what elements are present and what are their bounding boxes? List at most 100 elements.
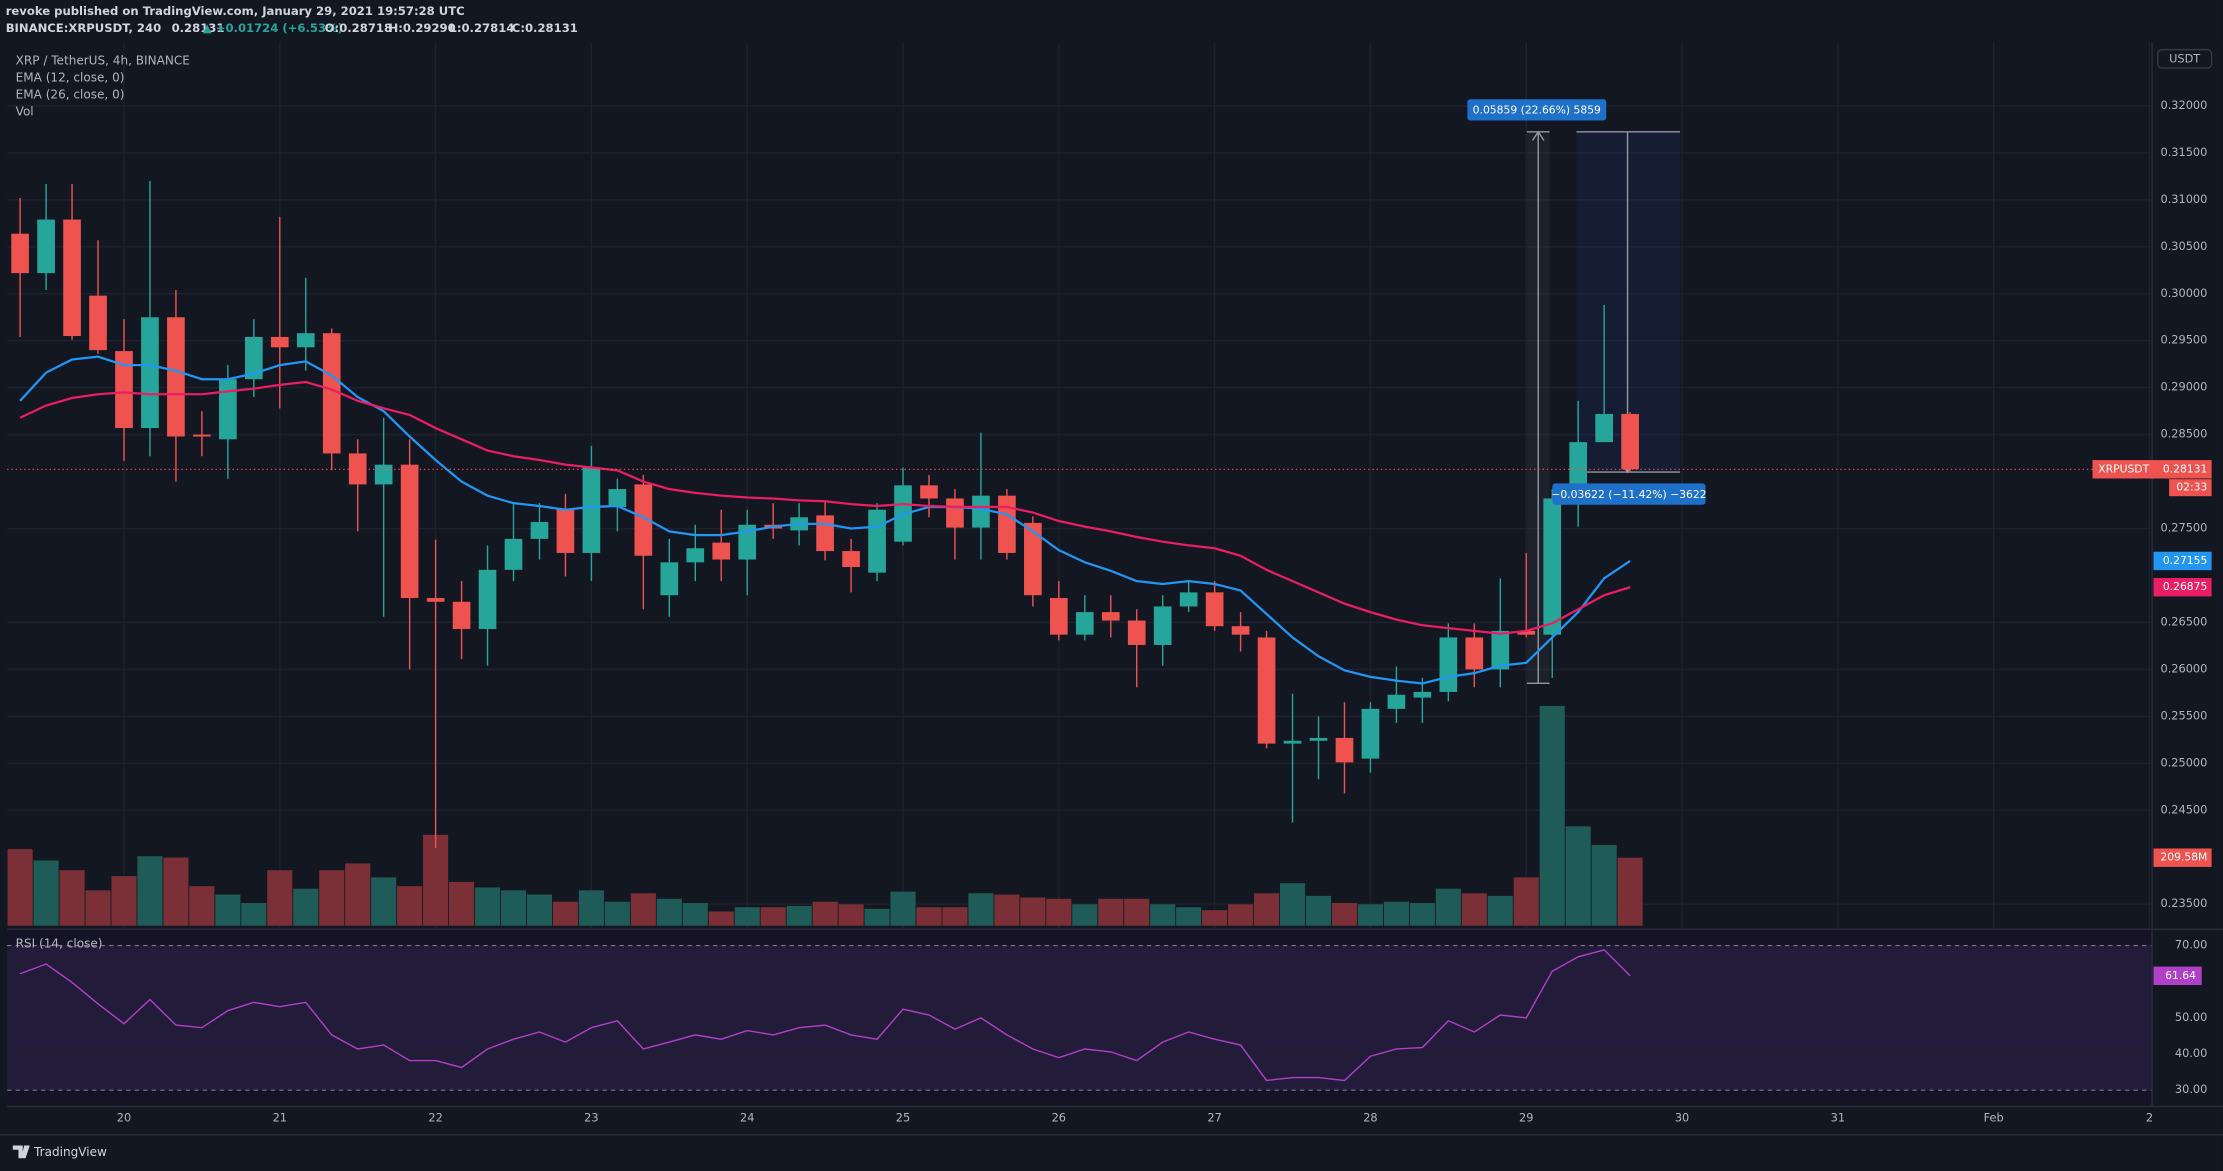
legend-entry: Vol [16,104,34,118]
volume-bar [1435,888,1461,926]
volume-bar [293,888,319,926]
change: ▲ +0.01724 (+6.53%) [203,21,343,35]
candle-body [37,219,55,274]
candle-body [1335,737,1354,763]
last-price-name-box [2092,460,2155,479]
volume-bar [526,894,553,926]
volume-bar [760,907,786,926]
volume-bar [1409,903,1435,926]
rsi-tick-label: 30.00 [2175,1082,2207,1096]
rsi-background [7,944,2153,1091]
volume-bar [1539,705,1565,926]
volume-bar [604,901,630,926]
volume-bar [682,903,708,926]
y-tick-label: 0.27500 [2161,521,2208,535]
volume-bar [137,856,163,926]
volume-bar [189,886,215,926]
candle-body [1361,708,1380,759]
y-tick-label: 0.29500 [2161,333,2208,347]
indicator-lines [7,355,2153,1082]
x-tick-label: 2 [2146,1111,2153,1125]
rsi-line [19,949,1631,1082]
footer-logo [12,1145,30,1159]
candle-body [1049,598,1068,635]
volume-bar [397,886,423,926]
unit-label: USDT [2169,52,2200,66]
price-marker-label: 0.28131 [2163,462,2208,475]
candle-body [1179,592,1198,607]
volume-bar [1331,903,1358,926]
price-marker [2153,460,2212,479]
candle-body [400,464,419,599]
candle-body [270,336,289,348]
volume-bar [994,894,1020,926]
y-tick-label: 0.25000 [2161,755,2208,769]
volume-bar [1098,898,1124,926]
candle-body [244,336,263,380]
axis-labels: 20 21 22 23 24 25 26 27 28 29 30 31 Feb 2 0.32000 0.315… [117,98,2208,1125]
volume-bar [708,911,734,926]
unit-box [2157,48,2213,69]
countdown-box [2169,479,2212,497]
volume-bar [786,905,812,926]
candle-body [712,542,731,560]
last-price-name: XRPUSDT [2098,462,2149,475]
candle-body [530,521,549,539]
volume-bar [85,890,111,926]
volume-bar [968,893,994,926]
volume-bar [59,870,85,926]
candle-body [1491,630,1510,670]
rsi-tick-label: 40.00 [2175,1046,2207,1060]
candle-body [63,219,81,337]
legend-entry: EMA (12, close, 0) [16,70,125,84]
volume-bar [1305,895,1332,926]
rsi-marker [2153,966,2202,986]
price-marker-label: 0.26875 [2163,580,2208,593]
volume-bar [1202,910,1228,926]
candle-body [1621,413,1639,470]
candle-body [1543,498,1562,635]
volume-bar [1046,898,1072,926]
countdown: 02:33 [2176,481,2207,494]
ohlc: H:0.29290 [388,21,455,35]
volume-bar [1591,844,1617,926]
candle-body [1595,413,1613,443]
measure-label-box [1467,99,1607,121]
rsi-tick-label: 50.00 [2175,1010,2207,1024]
candle-body [582,467,601,553]
volume-bar [1176,907,1202,926]
x-tick-label: 27 [1207,1111,1221,1125]
candle-body [1309,737,1328,741]
candle-body [193,434,211,437]
y-tick-label: 0.32000 [2161,98,2208,112]
candle-body [1024,522,1042,596]
candle-body [452,601,471,630]
candle-body [374,464,393,485]
y-tick-label: 0.30000 [2161,286,2208,300]
volume-bar [500,890,527,926]
volume-bar [371,877,397,926]
candle-body [1257,637,1276,744]
candles [11,181,1639,848]
candle-body [1231,626,1250,635]
measure-labels: 0.05859 (22.66%) 5859 −0.03622 (−11.42%)… [1467,99,1707,505]
y-tick-label: 0.30500 [2161,239,2208,253]
x-tick-label: 23 [584,1111,598,1125]
x-tick-label: 21 [273,1111,287,1125]
volume-bar [1617,857,1643,926]
volume-bar [1383,901,1409,926]
candle-body [1101,612,1120,621]
volume-bar [1513,877,1539,926]
candle-body [348,453,367,485]
price-markers: XRPUSDT 0.28131 02:33 0.27155 0.26875 209.58M… [2092,460,2212,986]
volume-bar [734,907,760,926]
candle-body [504,538,523,570]
candle-body [1283,740,1302,744]
x-tick-label: 30 [1675,1111,1689,1125]
volume-bar [656,898,682,926]
volume-bar [1565,826,1591,926]
volume-bar [111,876,137,926]
y-tick-label: 0.31500 [2161,145,2208,159]
volume-bar [474,887,501,926]
ohlc: L:0.27814 [449,21,514,35]
